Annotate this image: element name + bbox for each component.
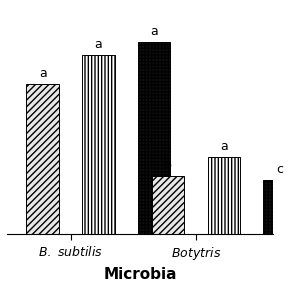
Bar [82, 55, 115, 234]
Text: a: a [95, 38, 102, 51]
Text: a: a [220, 140, 228, 153]
Text: a: a [150, 25, 158, 38]
Bar [152, 176, 184, 234]
Text: b: b [164, 160, 172, 173]
X-axis label: Microbia: Microbia [103, 267, 177, 282]
Bar [27, 84, 59, 234]
Bar [263, 180, 289, 234]
Text: c: c [276, 163, 283, 176]
Bar [138, 42, 170, 234]
Bar [208, 157, 240, 234]
Text: a: a [39, 67, 47, 80]
